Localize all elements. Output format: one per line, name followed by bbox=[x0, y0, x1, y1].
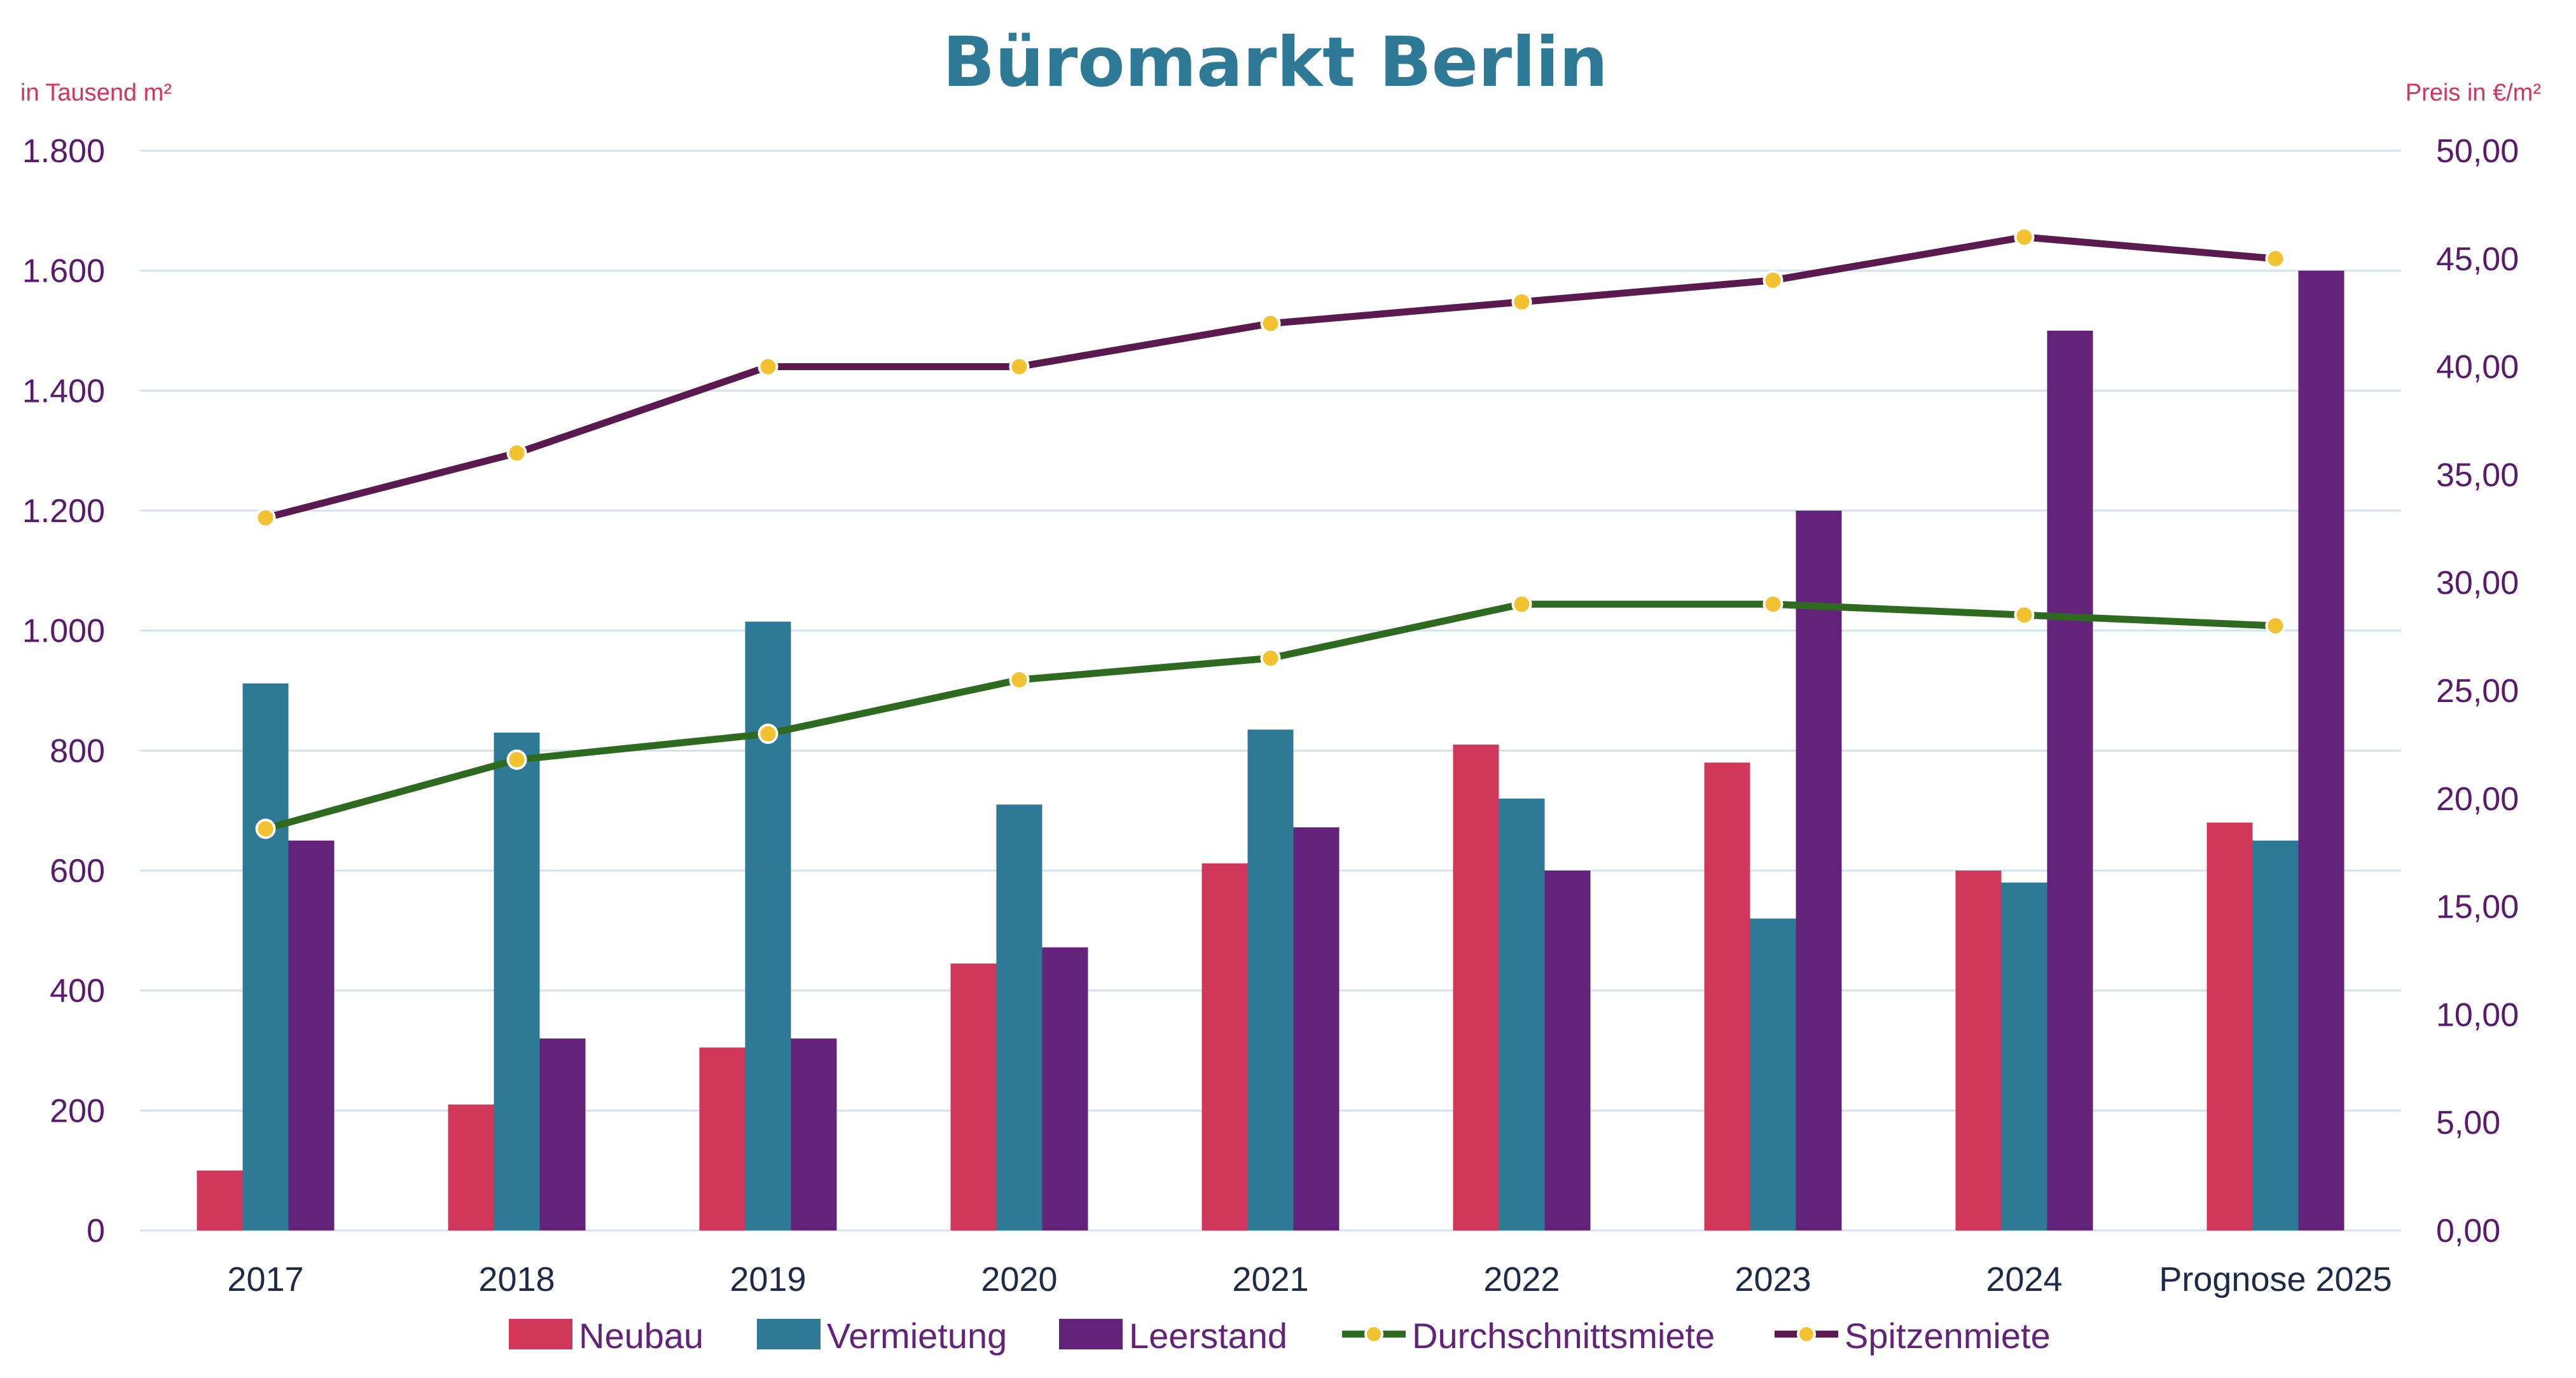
marker-spitzenmiete-prognose-2025 bbox=[2265, 248, 2286, 269]
bar-neubau-2021 bbox=[1201, 863, 1248, 1230]
left-tick-label: 1.600 bbox=[22, 253, 105, 290]
right-tick-label: 30,00 bbox=[2436, 565, 2519, 602]
bar-leerstand-2021 bbox=[1293, 827, 1340, 1230]
right-tick-label: 15,00 bbox=[2436, 889, 2519, 926]
left-tick-label: 1.000 bbox=[22, 613, 105, 650]
right-tick-label: 45,00 bbox=[2436, 241, 2519, 278]
left-tick-label: 400 bbox=[50, 973, 105, 1010]
left-axis-title: in Tausend m² bbox=[20, 79, 172, 106]
right-tick-label: 35,00 bbox=[2436, 457, 2519, 493]
legend-label-vermietung: Vermietung bbox=[827, 1316, 1007, 1356]
marker-durchschnittsmiete-2024 bbox=[2014, 605, 2035, 626]
bar-leerstand-2019 bbox=[791, 1038, 837, 1230]
bar-leerstand-2024 bbox=[2047, 331, 2093, 1230]
marker-durchschnittsmiete-2020 bbox=[1009, 670, 1030, 691]
bar-neubau-2020 bbox=[950, 963, 997, 1230]
bar-leerstand-2020 bbox=[1042, 947, 1088, 1230]
bar-vermietung-2018 bbox=[494, 733, 540, 1230]
left-axis-ticks: 0 200 400 600 800 1.000 1.200 1.400 1.600 1.800 bbox=[22, 133, 105, 1250]
bar-vermietung-2021 bbox=[1247, 729, 1294, 1230]
right-axis-title: Preis in €/m² bbox=[2406, 79, 2541, 106]
chart-title: Büromarkt Berlin bbox=[943, 23, 1608, 102]
marker-spitzenmiete-2024 bbox=[2014, 226, 2035, 247]
category-label: 2022 bbox=[1483, 1260, 1560, 1299]
right-tick-label: 5,00 bbox=[2436, 1105, 2500, 1141]
bar-neubau-2019 bbox=[699, 1047, 745, 1230]
marker-durchschnittsmiete-2023 bbox=[1762, 594, 1783, 615]
left-tick-label: 0 bbox=[87, 1213, 105, 1250]
bars bbox=[197, 270, 2344, 1231]
marker-durchschnittsmiete-2017 bbox=[255, 818, 276, 839]
legend: Neubau Vermietung Leerstand Durchschnittsmi… bbox=[509, 1316, 2051, 1356]
right-tick-label: 25,00 bbox=[2436, 673, 2519, 710]
bar-vermietung-2019 bbox=[745, 621, 791, 1230]
legend-swatch-vermietung bbox=[757, 1319, 821, 1349]
marker-spitzenmiete-2017 bbox=[255, 507, 276, 528]
lines bbox=[255, 226, 2286, 839]
marker-durchschnittsmiete-2021 bbox=[1260, 648, 1281, 669]
marker-durchschnittsmiete-2019 bbox=[758, 723, 779, 744]
legend-label-spitzenmiete: Spitzenmiete bbox=[1845, 1316, 2051, 1356]
right-axis-ticks: 0,00 5,00 10,00 15,00 20,00 25,00 30,00 35,00 40… bbox=[2436, 133, 2519, 1250]
right-tick-label: 50,00 bbox=[2436, 133, 2519, 170]
bar-neubau-2018 bbox=[448, 1104, 494, 1230]
line-spitzenmiete bbox=[262, 233, 2279, 521]
legend-marker-durchschnittsmiete bbox=[1364, 1325, 1383, 1344]
marker-durchschnittsmiete-prognose-2025 bbox=[2265, 616, 2286, 637]
right-tick-label: 40,00 bbox=[2436, 349, 2519, 386]
marker-spitzenmiete-2023 bbox=[1762, 270, 1783, 291]
legend-marker-spitzenmiete bbox=[1797, 1325, 1816, 1344]
marker-spitzenmiete-2018 bbox=[506, 443, 527, 464]
category-label: 2020 bbox=[981, 1260, 1057, 1299]
marker-durchschnittsmiete-2022 bbox=[1511, 594, 1532, 615]
marker-durchschnittsmiete-2018 bbox=[506, 749, 527, 770]
legend-label-neubau: Neubau bbox=[579, 1316, 703, 1356]
right-tick-label: 10,00 bbox=[2436, 996, 2519, 1033]
bar-neubau-prognose-2025 bbox=[2206, 822, 2253, 1230]
category-label: 2018 bbox=[478, 1260, 555, 1299]
left-tick-label: 1.400 bbox=[22, 373, 105, 410]
marker-spitzenmiete-2019 bbox=[758, 356, 779, 377]
left-tick-label: 200 bbox=[50, 1092, 105, 1129]
left-tick-label: 800 bbox=[50, 733, 105, 769]
right-tick-label: 0,00 bbox=[2436, 1213, 2500, 1250]
bar-vermietung-2022 bbox=[1499, 798, 1545, 1230]
bar-neubau-2024 bbox=[1955, 871, 2002, 1230]
bar-vermietung-prognose-2025 bbox=[2252, 840, 2299, 1230]
bar-leerstand-2017 bbox=[288, 840, 335, 1230]
category-labels: 2017 2018 2019 2020 2021 2022 2023 2024 Prognose… bbox=[227, 1260, 2392, 1299]
bar-vermietung-2024 bbox=[2001, 882, 2047, 1230]
legend-label-durchschnittsmiete: Durchschnittsmiete bbox=[1412, 1316, 1715, 1356]
right-tick-label: 20,00 bbox=[2436, 781, 2519, 818]
category-label: 2017 bbox=[227, 1260, 303, 1299]
category-label: Prognose 2025 bbox=[2159, 1260, 2392, 1299]
marker-spitzenmiete-2020 bbox=[1009, 356, 1030, 377]
legend-swatch-neubau bbox=[509, 1319, 572, 1349]
legend-label-leerstand: Leerstand bbox=[1129, 1316, 1287, 1356]
marker-spitzenmiete-2021 bbox=[1260, 313, 1281, 334]
left-tick-label: 600 bbox=[50, 853, 105, 890]
category-label: 2021 bbox=[1232, 1260, 1308, 1299]
bar-vermietung-2020 bbox=[996, 804, 1042, 1230]
left-tick-label: 1.200 bbox=[22, 493, 105, 530]
bar-neubau-2023 bbox=[1704, 762, 1750, 1230]
category-label: 2024 bbox=[1986, 1260, 2062, 1299]
bar-leerstand-prognose-2025 bbox=[2298, 270, 2344, 1231]
legend-swatch-leerstand bbox=[1059, 1319, 1123, 1349]
marker-spitzenmiete-2022 bbox=[1511, 291, 1532, 312]
bar-leerstand-2018 bbox=[539, 1038, 586, 1230]
category-label: 2019 bbox=[730, 1260, 806, 1299]
bar-vermietung-2017 bbox=[242, 683, 289, 1230]
bar-leerstand-2023 bbox=[1796, 511, 1842, 1230]
bar-neubau-2022 bbox=[1453, 744, 1499, 1230]
left-tick-label: 1.800 bbox=[22, 133, 105, 170]
category-label: 2023 bbox=[1735, 1260, 1811, 1299]
bar-vermietung-2023 bbox=[1750, 918, 1796, 1230]
bar-leerstand-2022 bbox=[1544, 871, 1591, 1230]
bar-neubau-2017 bbox=[197, 1170, 243, 1230]
